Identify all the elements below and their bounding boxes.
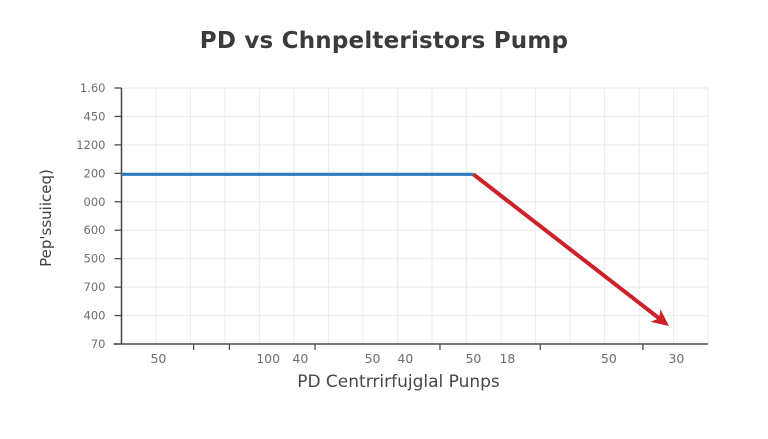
y-tick-label: 700 [84,280,106,294]
y-tick-label: 200 [84,166,106,180]
series-line-declining-arrow-segment [472,172,669,326]
y-tick-label: 1.60 [80,81,106,95]
y-tick-label: 000 [84,195,106,209]
y-tick-label: 70 [91,337,106,351]
x-tick-label: 50 [365,351,381,366]
y-tick-label: 600 [84,223,106,237]
x-tick-label: 100 [256,351,280,366]
y-tick-label: 500 [84,252,106,266]
x-tick-label: 50 [150,351,166,366]
x-tick-label: 30 [668,351,684,366]
x-tick-label: 50 [601,351,617,366]
x-tick-label: 40 [292,351,308,366]
x-axis-title: PD Centrrirfujglal Punps [297,372,500,392]
y-tick-label: 400 [84,309,106,323]
x-tick-label: 50 [465,351,481,366]
y-tick-label: 1200 [76,138,105,152]
chart-title: PD vs Chnpelteristors Pump [199,28,569,54]
y-tick-label: 450 [84,109,106,123]
x-tick-label: 18 [499,351,515,366]
x-tick-label: 40 [397,351,413,366]
